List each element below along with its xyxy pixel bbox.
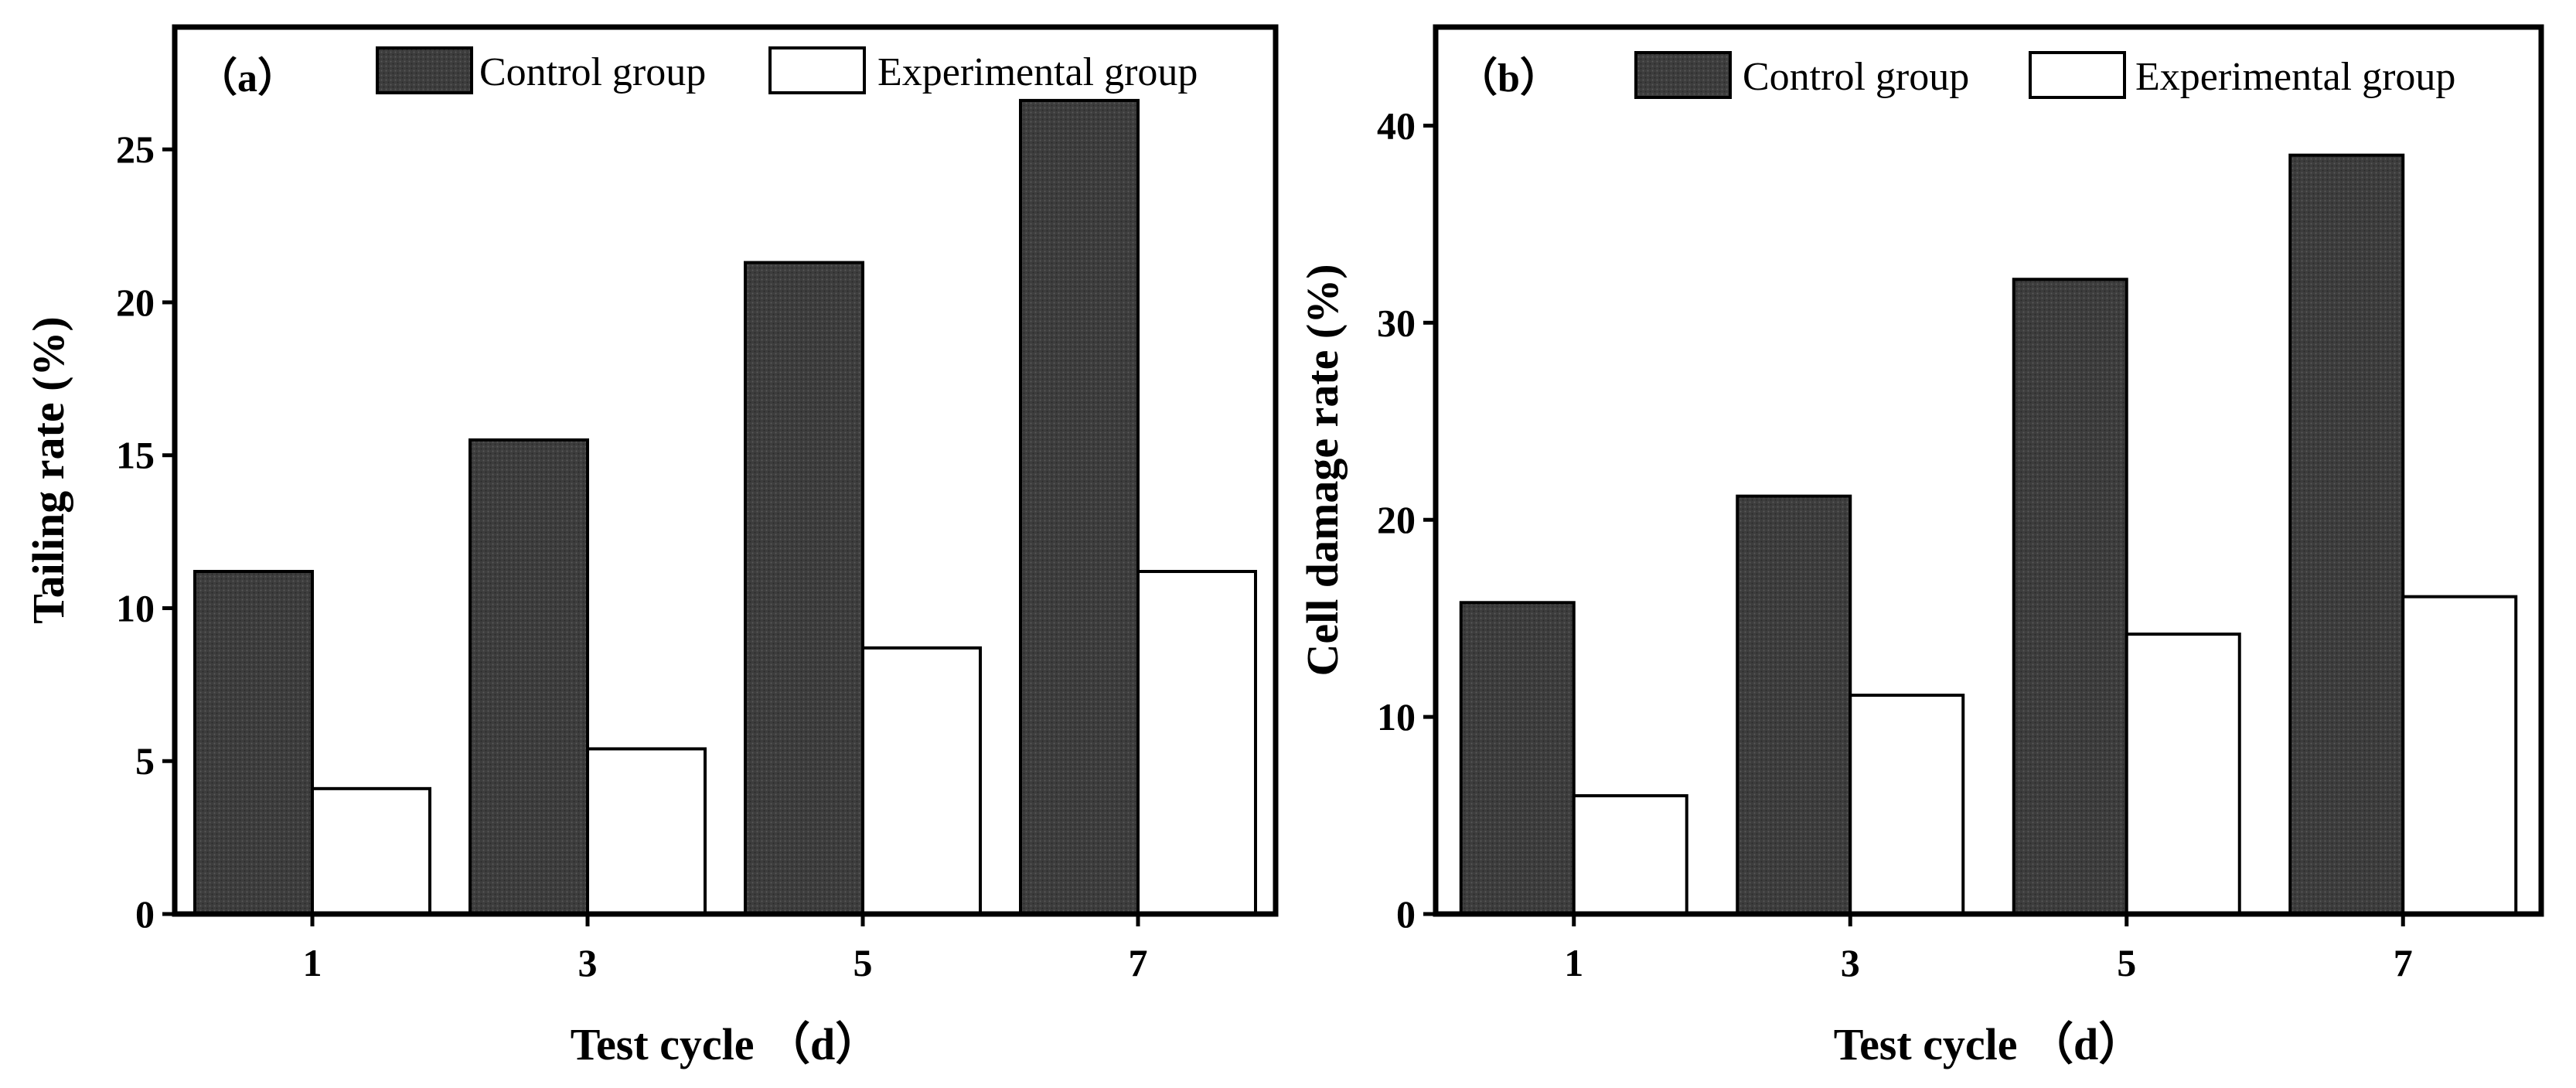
y-tick-label: 20 [1377, 498, 1416, 541]
y-tick-label: 10 [1377, 695, 1416, 738]
x-tick-label: 1 [1564, 941, 1583, 984]
bar-experimental [586, 747, 707, 916]
y-tick-label: 30 [1377, 301, 1416, 344]
x-tick-label: 3 [578, 941, 598, 984]
x-axis-title: Test cycle （d） [571, 1019, 881, 1069]
bar-experimental [311, 786, 431, 916]
plot-frame [1433, 24, 2544, 917]
panel-label: （b） [1457, 56, 1560, 101]
plot-frame [172, 24, 1279, 917]
x-tick-label: 1 [303, 941, 322, 984]
legend-swatch-control [1634, 51, 1732, 99]
bar-control [1019, 98, 1140, 916]
bar-experimental [2401, 595, 2518, 916]
y-tick-label: 5 [135, 739, 155, 783]
x-tick-label: 5 [854, 941, 873, 984]
y-ticks: 0 10 20 30 40 [1377, 104, 1436, 936]
bar-experimental [1849, 694, 1965, 916]
bar-experimental [1136, 570, 1257, 916]
bar-experimental [2125, 633, 2241, 916]
legend: Control group Experimental group [1634, 51, 2455, 99]
y-tick-label: 40 [1377, 104, 1416, 147]
bar-control [2012, 278, 2128, 916]
y-axis-title: Cell damage rate (%) [1297, 264, 1348, 676]
x-tick-label: 7 [1129, 941, 1148, 984]
y-tick-label: 0 [1396, 892, 1416, 936]
legend: Control group Experimental group [376, 46, 1198, 94]
bar-control [744, 261, 864, 916]
legend-swatch-experimental [768, 46, 866, 94]
x-ticks: 1 3 5 7 [303, 914, 1148, 984]
legend-label-control: Control group [479, 50, 706, 94]
legend-label-experimental: Experimental group [2135, 55, 2455, 99]
chart-panel-a: 0 5 10 15 20 25 1 3 5 7 （a） Control group Experi… [23, 24, 1279, 1069]
bar-control [193, 570, 314, 916]
bar-experimental [861, 646, 982, 916]
x-tick-label: 5 [2117, 941, 2136, 984]
chart-panel-b: 0 10 20 30 40 1 3 5 7 （b） Control group Experim… [1297, 24, 2544, 1069]
x-tick-label: 3 [1841, 941, 1860, 984]
legend-swatch-control [376, 46, 473, 94]
y-ticks: 0 5 10 15 20 25 [116, 128, 175, 936]
x-axis-title: Test cycle （d） [1834, 1019, 2144, 1069]
legend-swatch-experimental [2029, 51, 2126, 99]
y-tick-label: 10 [116, 586, 155, 629]
legend-label-control: Control group [1743, 55, 1969, 99]
bar-control [2288, 153, 2405, 916]
x-tick-label: 7 [2394, 941, 2413, 984]
panel-label: （a） [197, 56, 298, 101]
y-tick-label: 0 [135, 892, 155, 936]
y-tick-label: 20 [116, 281, 155, 324]
bar-experimental [1572, 794, 1688, 916]
y-tick-label: 15 [116, 434, 155, 477]
y-axis-title: Tailing rate (%) [23, 316, 73, 623]
bars-group [1459, 153, 2518, 916]
x-ticks: 1 3 5 7 [1564, 914, 2413, 984]
bar-control [469, 438, 589, 916]
legend-label-experimental: Experimental group [877, 50, 1198, 94]
bar-control [1459, 601, 1576, 916]
bars-group [193, 98, 1257, 916]
y-tick-label: 25 [116, 128, 155, 171]
bar-control [1736, 494, 1852, 916]
